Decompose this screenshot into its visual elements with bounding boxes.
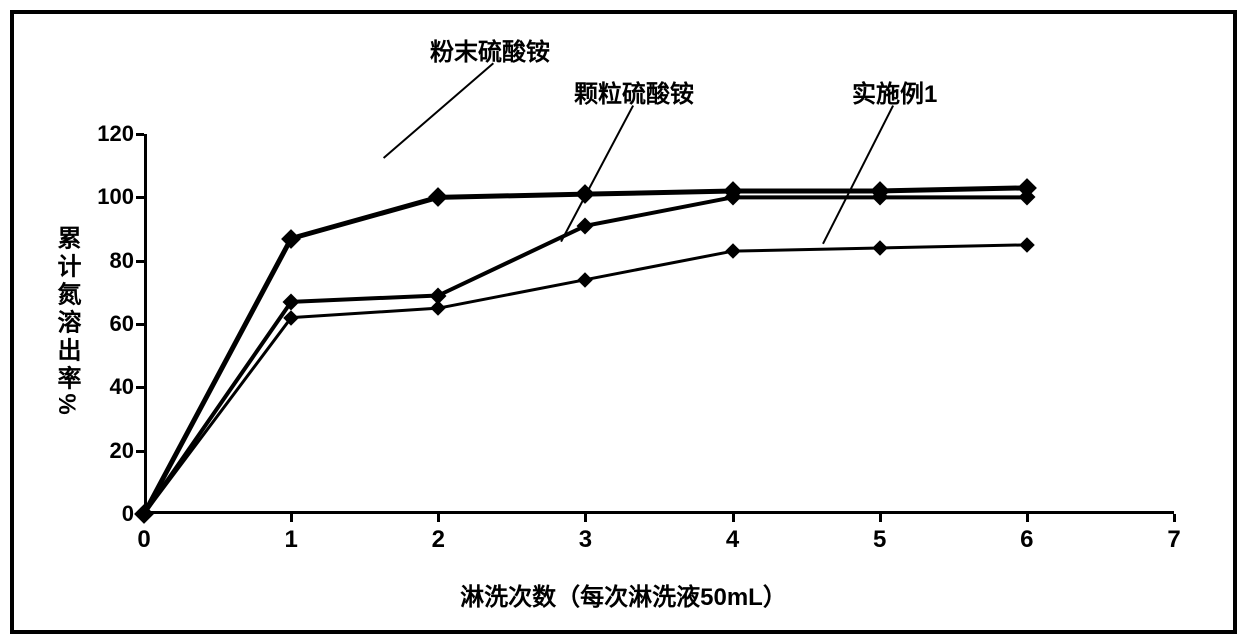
x-tick (437, 514, 440, 522)
y-tick-label: 0 (84, 501, 134, 527)
series-line (144, 197, 1027, 514)
plot-area: 01234567020406080100120 (144, 134, 1174, 514)
y-tick-label: 60 (84, 311, 134, 337)
x-tick (584, 514, 587, 522)
series-label: 实施例1 (852, 74, 937, 109)
series-line (144, 188, 1027, 514)
x-tick (290, 514, 293, 522)
y-tick (136, 450, 144, 453)
y-axis-label: 累计氮溶出率% (49, 225, 84, 418)
y-tick (136, 196, 144, 199)
y-tick-label: 20 (84, 438, 134, 464)
x-tick-label: 1 (284, 526, 297, 554)
y-tick-label: 100 (84, 184, 134, 210)
x-tick-label: 5 (873, 526, 886, 554)
y-tick (136, 133, 144, 136)
series-label: 粉末硫酸铵 (430, 32, 550, 67)
y-tick (136, 323, 144, 326)
x-tick-label: 3 (579, 526, 592, 554)
x-axis-label: 淋洗次数（每次淋洗液50mL） (460, 577, 787, 612)
y-tick-label: 40 (84, 374, 134, 400)
x-tick (1173, 514, 1176, 522)
x-tick-label: 6 (1020, 526, 1033, 554)
x-tick (1026, 514, 1029, 522)
x-tick (732, 514, 735, 522)
y-tick-label: 120 (84, 121, 134, 147)
x-tick-label: 7 (1167, 526, 1180, 554)
x-tick-label: 2 (432, 526, 445, 554)
x-tick-label: 0 (137, 526, 150, 554)
chart-container: 累计氮溶出率% 淋洗次数（每次淋洗液50mL） 粉末硫酸铵颗粒硫酸铵 实施例1 0… (10, 10, 1237, 634)
series-label: 颗粒硫酸铵 (574, 74, 694, 109)
y-tick (136, 386, 144, 389)
x-tick (879, 514, 882, 522)
y-tick (136, 260, 144, 263)
x-tick-label: 4 (726, 526, 739, 554)
y-tick-label: 80 (84, 248, 134, 274)
